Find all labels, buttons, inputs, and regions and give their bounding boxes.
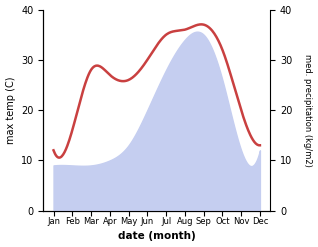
X-axis label: date (month): date (month) (118, 231, 196, 242)
Y-axis label: max temp (C): max temp (C) (5, 76, 16, 144)
Y-axis label: med. precipitation (kg/m2): med. precipitation (kg/m2) (303, 54, 313, 166)
